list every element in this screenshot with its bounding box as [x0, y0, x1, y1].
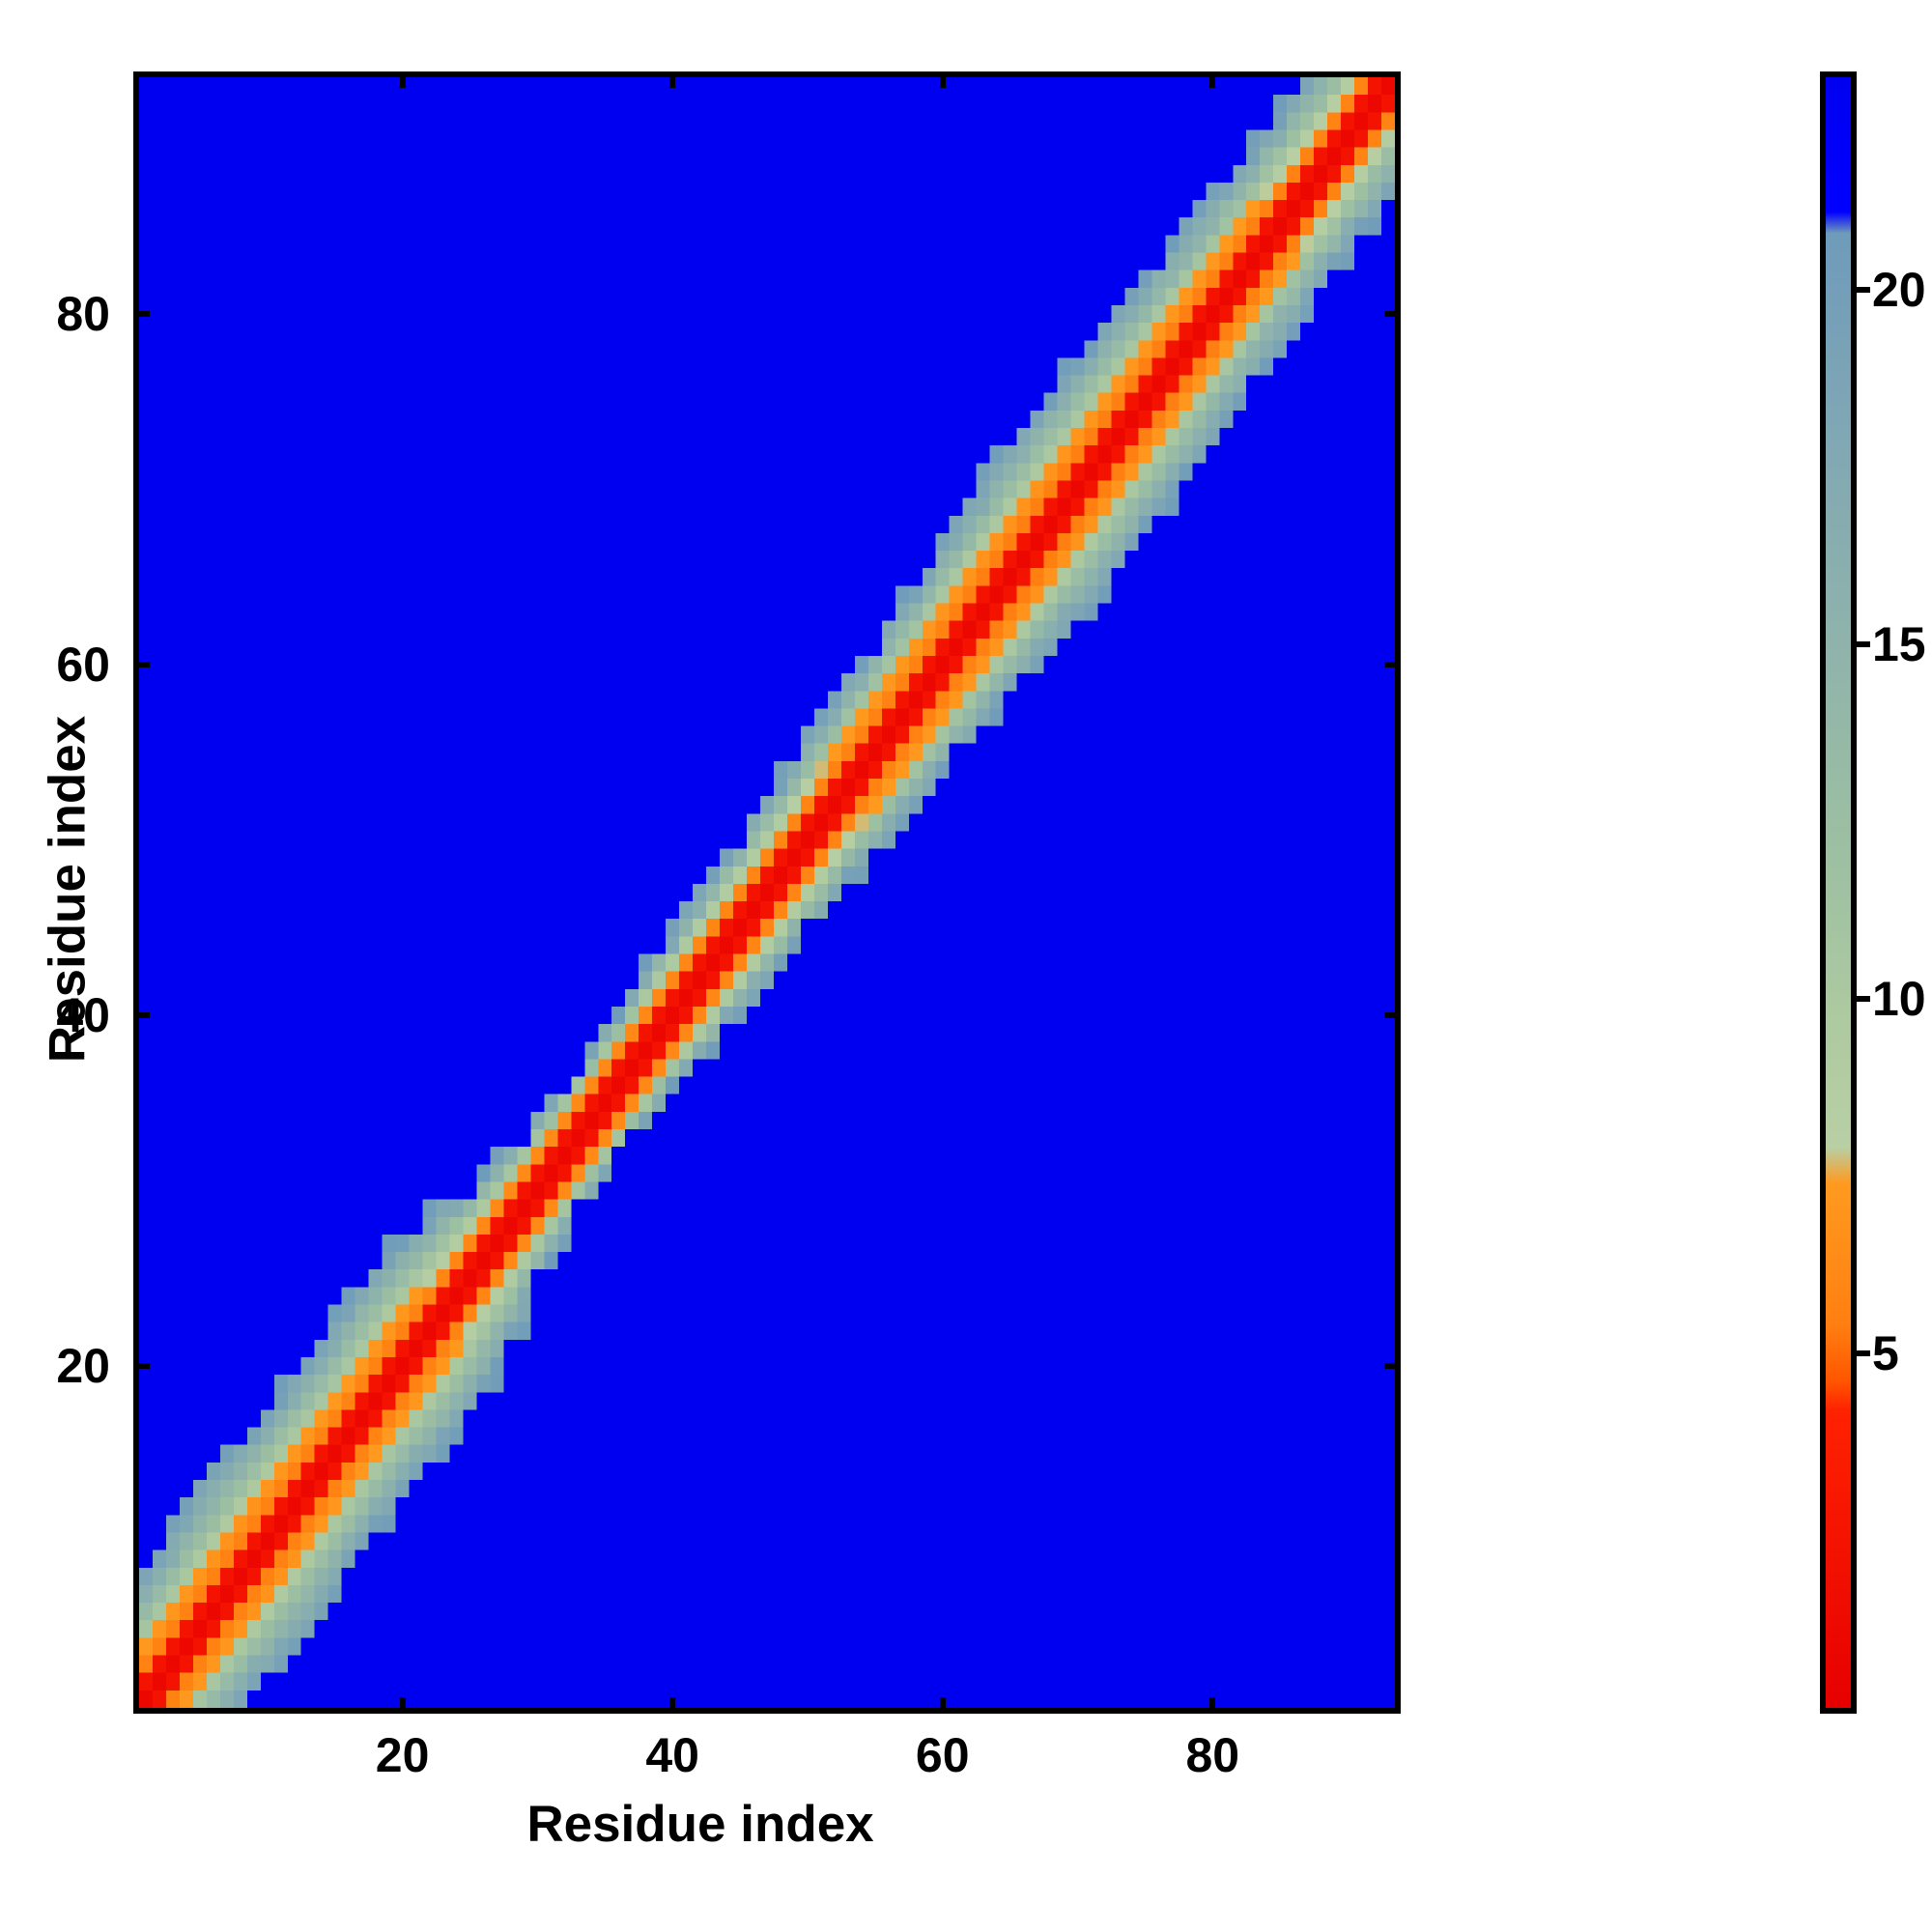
y-axis-title: Residue index: [39, 715, 97, 1064]
y-tick-label-20: 20: [56, 1339, 110, 1394]
x-tick-label-40: 40: [645, 1728, 699, 1782]
colorbar-gradient: [1826, 77, 1851, 1708]
y-tick-mark-60: [1384, 662, 1401, 668]
y-tick-mark-20: [1384, 1363, 1401, 1370]
y-tick-label-60: 60: [56, 638, 110, 693]
y-tick-mark-40: [1384, 1012, 1401, 1019]
x-tick-label-20: 20: [375, 1728, 430, 1782]
colorbar-tick-mark-15: [1857, 641, 1870, 648]
x-tick-mark-80: [1209, 1697, 1216, 1714]
y-tick-label-80: 80: [56, 287, 110, 342]
colorbar-tick-mark-10: [1857, 996, 1870, 1003]
colorbar-tick-label-20: 20: [1872, 263, 1926, 318]
x-tick-mark-80: [1209, 71, 1216, 88]
colorbar-tick-label-15: 15: [1872, 617, 1926, 672]
colorbar-tick-label-5: 5: [1872, 1326, 1899, 1381]
heatmap-plot-area[interactable]: [133, 71, 1401, 1714]
x-tick-label-60: 60: [915, 1728, 970, 1782]
heatmap-canvas: [139, 77, 1395, 1708]
y-tick-label-40: 40: [56, 988, 110, 1043]
colorbar-tick-label-10: 10: [1872, 972, 1926, 1027]
x-tick-mark-40: [669, 1697, 676, 1714]
colorbar-tick-mark-20: [1857, 287, 1870, 294]
x-tick-label-80: 80: [1185, 1728, 1240, 1782]
y-tick-mark-40: [133, 1012, 150, 1019]
y-tick-mark-80: [133, 311, 150, 318]
colorbar[interactable]: [1820, 71, 1857, 1714]
x-axis-title: Residue index: [526, 1796, 874, 1853]
colorbar-tick-mark-5: [1857, 1350, 1870, 1357]
x-tick-mark-60: [939, 71, 946, 88]
y-tick-mark-20: [133, 1363, 150, 1370]
y-tick-mark-80: [1384, 311, 1401, 318]
x-tick-mark-20: [399, 71, 406, 88]
x-tick-mark-20: [399, 1697, 406, 1714]
x-tick-mark-40: [669, 71, 676, 88]
y-tick-mark-60: [133, 662, 150, 668]
x-tick-mark-60: [939, 1697, 946, 1714]
